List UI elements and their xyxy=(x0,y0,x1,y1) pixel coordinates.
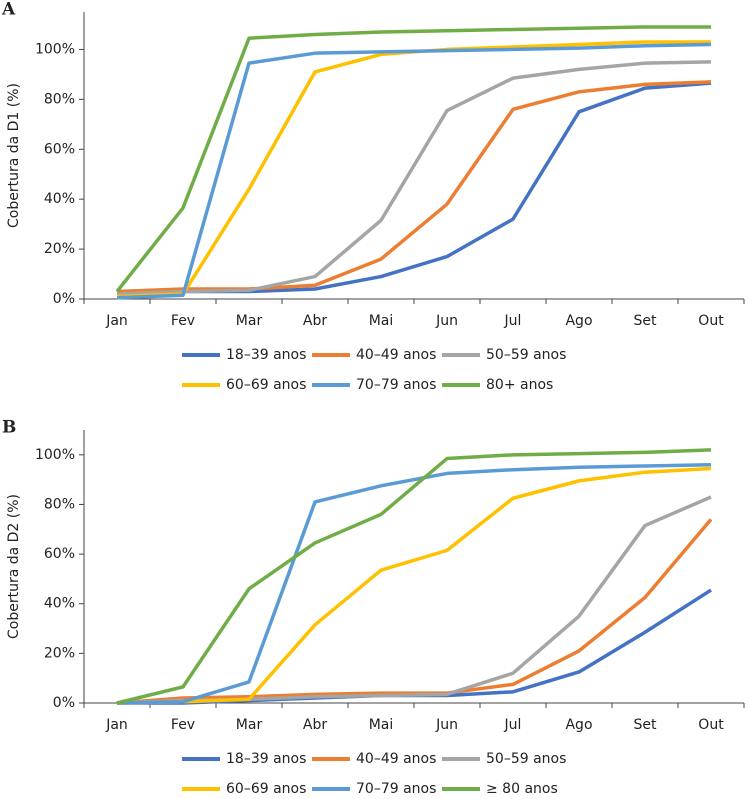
legend-label: 50–59 anos xyxy=(486,347,566,363)
x-tick-label: Abr xyxy=(303,313,327,329)
legend-label: 70–79 anos xyxy=(356,377,436,393)
series-line xyxy=(116,42,712,300)
x-tick-label: Mai xyxy=(369,717,394,733)
series-line xyxy=(116,40,711,299)
series-line xyxy=(116,518,713,705)
x-tick-label: Out xyxy=(698,313,724,329)
x-tick-label: Mai xyxy=(369,313,394,329)
series-line xyxy=(116,60,712,296)
legend-label: 70–79 anos xyxy=(356,781,436,797)
x-tick-label: Jun xyxy=(435,313,458,329)
y-tick-label: 0% xyxy=(53,291,75,307)
legend-label: 50–59 anos xyxy=(486,751,566,767)
legend-label: 80+ anos xyxy=(486,377,553,393)
legend-label: 60–69 anos xyxy=(226,781,306,797)
panel-label: A xyxy=(1,0,16,20)
x-tick-label: Fev xyxy=(171,717,195,733)
x-tick-label: Out xyxy=(698,717,724,733)
legend-label: 40–49 anos xyxy=(356,751,436,767)
series-line xyxy=(116,448,712,705)
series-line xyxy=(116,466,712,705)
y-axis-title: Cobertura da D1 (%) xyxy=(6,83,22,228)
y-tick-label: 100% xyxy=(35,447,75,463)
x-tick-label: Ago xyxy=(565,717,592,733)
y-tick-label: 20% xyxy=(44,241,75,257)
series-line xyxy=(115,25,711,293)
x-tick-label: Fev xyxy=(171,313,195,329)
y-tick-label: 60% xyxy=(44,546,75,562)
y-tick-label: 60% xyxy=(44,141,75,157)
x-tick-label: Abr xyxy=(303,717,327,733)
x-tick-label: Set xyxy=(634,717,658,733)
series-line xyxy=(116,495,712,705)
y-axis-title: Cobertura da D2 (%) xyxy=(6,494,22,639)
legend-label: ≥ 80 anos xyxy=(486,781,558,797)
x-tick-label: Jul xyxy=(504,313,522,329)
legend-label: 18–39 anos xyxy=(226,751,306,767)
y-tick-label: 40% xyxy=(44,191,75,207)
y-tick-label: 40% xyxy=(44,596,75,612)
y-tick-label: 0% xyxy=(53,695,75,711)
y-tick-label: 100% xyxy=(35,41,75,57)
x-tick-label: Ago xyxy=(565,313,592,329)
y-tick-label: 80% xyxy=(44,496,75,512)
x-tick-label: Jan xyxy=(105,717,128,733)
series-line xyxy=(117,588,712,705)
y-tick-label: 80% xyxy=(44,91,75,107)
series-line xyxy=(116,462,712,705)
x-tick-label: Set xyxy=(634,313,658,329)
x-tick-label: Mar xyxy=(236,717,263,733)
panel-label: B xyxy=(2,418,16,438)
legend-label: 18–39 anos xyxy=(226,347,306,363)
x-tick-label: Jun xyxy=(435,717,458,733)
legend-label: 40–49 anos xyxy=(356,347,436,363)
x-tick-label: Mar xyxy=(236,313,263,329)
legend-label: 60–69 anos xyxy=(226,377,306,393)
series-line xyxy=(116,80,712,294)
x-tick-label: Jan xyxy=(105,313,128,329)
y-tick-label: 20% xyxy=(44,645,75,661)
x-tick-label: Jul xyxy=(504,717,522,733)
